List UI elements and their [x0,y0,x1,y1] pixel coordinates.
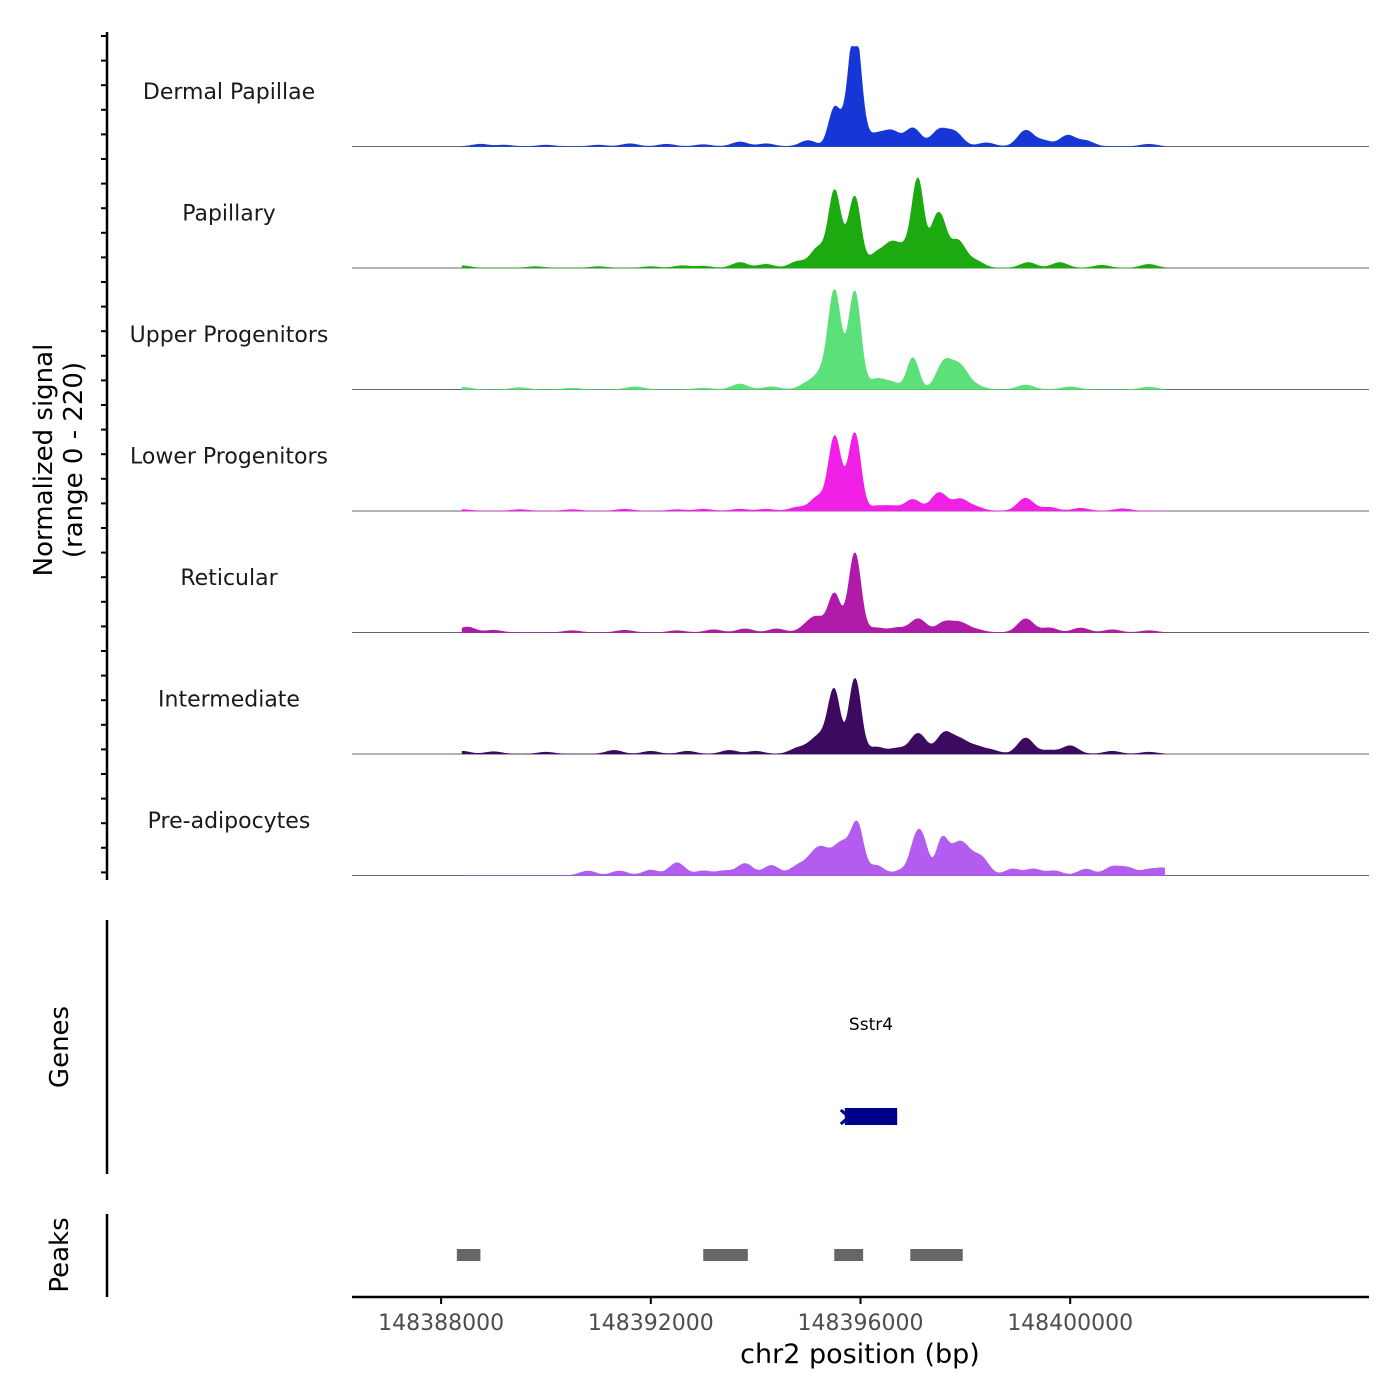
peak-region [910,1249,962,1261]
peak-region [457,1249,481,1261]
genes-track: Sstr4 [841,1015,897,1125]
x-tick-label: 148388000 [378,1311,504,1336]
x-tick-label: 148400000 [1007,1311,1133,1336]
track-label: Papillary [182,202,276,227]
track-label: Lower Progenitors [130,445,328,470]
track-label: Intermediate [158,688,300,713]
gene-body [845,1108,897,1125]
coverage-area [462,678,1165,754]
track-label: Dermal Papillae [143,80,315,105]
track-6: Pre-adipocytes [148,809,1369,876]
coverage-area [462,178,1165,268]
coverage-tracks: Dermal Papillae Papillary Upper Progenitor… [130,47,1369,876]
peaks-panel-label: Peaks [45,1217,75,1292]
coverage-area [462,433,1165,511]
genome-browser-figure: Normalized signal (range 0 - 220) Dermal… [0,0,1400,1400]
genes-panel-label: Genes [45,1006,75,1088]
track-5: Intermediate [158,678,1369,754]
peaks-track [457,1249,963,1261]
track-label: Upper Progenitors [130,323,329,348]
coverage-area [462,290,1165,390]
track-2: Upper Progenitors [130,290,1369,390]
x-axis-ticks: 148388000 148392000 148396000 148400000 [378,1297,1133,1336]
x-tick-label: 148396000 [798,1311,924,1336]
peak-region [703,1249,748,1261]
x-axis-title: chr2 position (bp) [740,1339,980,1370]
coverage-area [462,553,1165,633]
peak-region [834,1249,863,1261]
coverage-area [462,821,1165,876]
track-label: Reticular [180,566,278,591]
coverage-area [462,47,1165,147]
y-axis-title: Normalized signal [29,344,59,577]
track-label: Pre-adipocytes [148,809,311,834]
track-4: Reticular [180,553,1369,633]
track-3: Lower Progenitors [130,433,1369,511]
x-tick-label: 148392000 [588,1311,714,1336]
y-axis-range: (range 0 - 220) [59,362,89,558]
gene-label: Sstr4 [849,1015,893,1035]
track-1: Papillary [182,178,1369,268]
track-0: Dermal Papillae [143,47,1369,147]
